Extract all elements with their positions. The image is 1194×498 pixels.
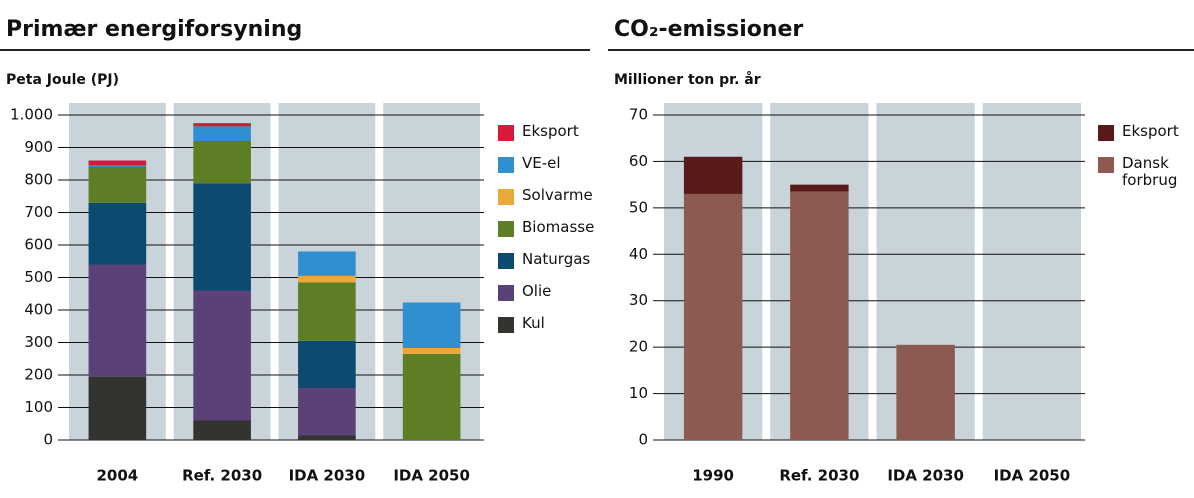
y-tick-label: 700 <box>24 203 53 221</box>
legend-entry: Eksport <box>1122 123 1179 140</box>
legend-entry: Dansk forbrug <box>1122 155 1178 189</box>
x-tick-label: IDA 2050 <box>393 467 470 485</box>
bar-segment <box>683 193 743 440</box>
x-tick-label: IDA 2030 <box>289 467 366 485</box>
legend-label: Eksport <box>1122 123 1179 140</box>
legend-swatch <box>498 317 514 333</box>
bar-segment <box>298 282 356 341</box>
axis-unit: Peta Joule (PJ) <box>6 72 119 88</box>
legend-label: Kul <box>522 315 545 332</box>
legend-swatch <box>1098 125 1114 141</box>
bar-segment <box>193 420 251 440</box>
y-tick-label: 200 <box>24 366 53 384</box>
legend-entry: Naturgas <box>522 251 591 268</box>
y-tick-label: 40 <box>629 245 648 263</box>
x-tick-label: IDA 2030 <box>887 467 964 485</box>
x-tick-label: 2004 <box>97 467 139 485</box>
bar-segment <box>88 160 147 166</box>
y-tick-label: 70 <box>629 106 648 124</box>
y-tick-label: 1.000 <box>10 106 53 124</box>
bar-segment <box>790 184 849 192</box>
legend-swatch <box>498 189 514 205</box>
y-tick-label: 300 <box>24 333 53 351</box>
y-tick-label: 0 <box>43 431 53 449</box>
bar-segment <box>193 183 251 291</box>
bar-segment <box>88 264 147 377</box>
legend-swatch <box>498 285 514 301</box>
legend-entry: Olie <box>522 283 552 300</box>
bar-segment <box>88 202 147 265</box>
y-tick-label: 50 <box>629 198 648 216</box>
legend-label: Dansk forbrug <box>1122 155 1178 189</box>
legend-label: Naturgas <box>522 251 591 268</box>
x-tick-label: IDA 2050 <box>994 467 1071 485</box>
y-tick-label: 0 <box>638 431 648 449</box>
y-tick-label: 600 <box>24 236 53 254</box>
legend-label: Olie <box>522 283 552 300</box>
bar-segment <box>193 141 251 184</box>
axis-unit: Millioner ton pr. år <box>614 71 761 88</box>
y-tick-label: 20 <box>629 338 648 356</box>
bar-segment <box>402 353 461 440</box>
legend-label: Biomasse <box>522 219 595 236</box>
legend-entry: Eksport <box>522 123 579 140</box>
bar-segment <box>88 167 147 203</box>
band <box>982 103 1081 440</box>
legend-swatch <box>498 253 514 269</box>
bar-segment <box>298 340 356 388</box>
bar-segment <box>402 302 461 349</box>
y-tick-label: 800 <box>24 171 53 189</box>
y-tick-label: 500 <box>24 268 53 286</box>
bar-segment <box>790 191 849 440</box>
bar-segment <box>193 123 251 127</box>
bar-segment <box>88 165 147 167</box>
chart-title: Primær energiforsyning <box>6 17 302 42</box>
bar-segment <box>193 290 251 421</box>
bar-segment <box>298 435 356 440</box>
legend-entry: Biomasse <box>522 219 595 236</box>
legend-swatch <box>1098 157 1114 173</box>
y-tick-label: 100 <box>24 398 53 416</box>
y-tick-label: 900 <box>24 138 53 156</box>
legend-label: VE-el <box>522 155 561 172</box>
legend-label: Eksport <box>522 123 579 140</box>
x-tick-label: 1990 <box>692 467 734 485</box>
y-tick-label: 10 <box>629 384 648 402</box>
bar-segment <box>298 275 356 283</box>
legend-swatch <box>498 221 514 237</box>
legend-entry: Solvarme <box>522 187 593 204</box>
bar-segment <box>298 388 356 436</box>
bar-segment <box>298 251 356 276</box>
y-tick-label: 30 <box>629 291 648 309</box>
bar-segment <box>193 126 251 141</box>
legend-entry: Kul <box>522 315 545 332</box>
legend-label: Solvarme <box>522 187 593 204</box>
bar-segment <box>402 348 461 354</box>
legend-entry: VE-el <box>522 155 561 172</box>
bar-segment <box>88 376 147 440</box>
legend-swatch <box>498 125 514 141</box>
y-tick-label: 400 <box>24 301 53 319</box>
chart-title: CO₂-emissioner <box>614 17 803 42</box>
bar-segment <box>896 344 955 440</box>
y-tick-label: 60 <box>629 152 648 170</box>
bar-segment <box>683 156 743 194</box>
x-tick-label: Ref. 2030 <box>182 467 262 485</box>
x-tick-label: Ref. 2030 <box>779 467 859 485</box>
legend-swatch <box>498 157 514 173</box>
